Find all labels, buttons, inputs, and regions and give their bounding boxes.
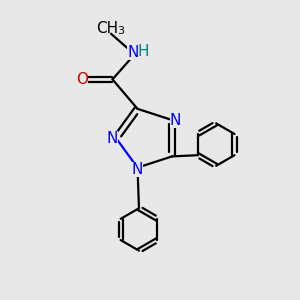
Text: O: O (76, 72, 88, 87)
Text: N: N (132, 162, 143, 177)
Text: N: N (107, 131, 118, 146)
Text: 3: 3 (117, 26, 124, 36)
Text: N: N (170, 112, 181, 128)
Text: CH: CH (96, 21, 118, 36)
Text: N: N (128, 45, 139, 60)
Text: H: H (137, 44, 148, 59)
